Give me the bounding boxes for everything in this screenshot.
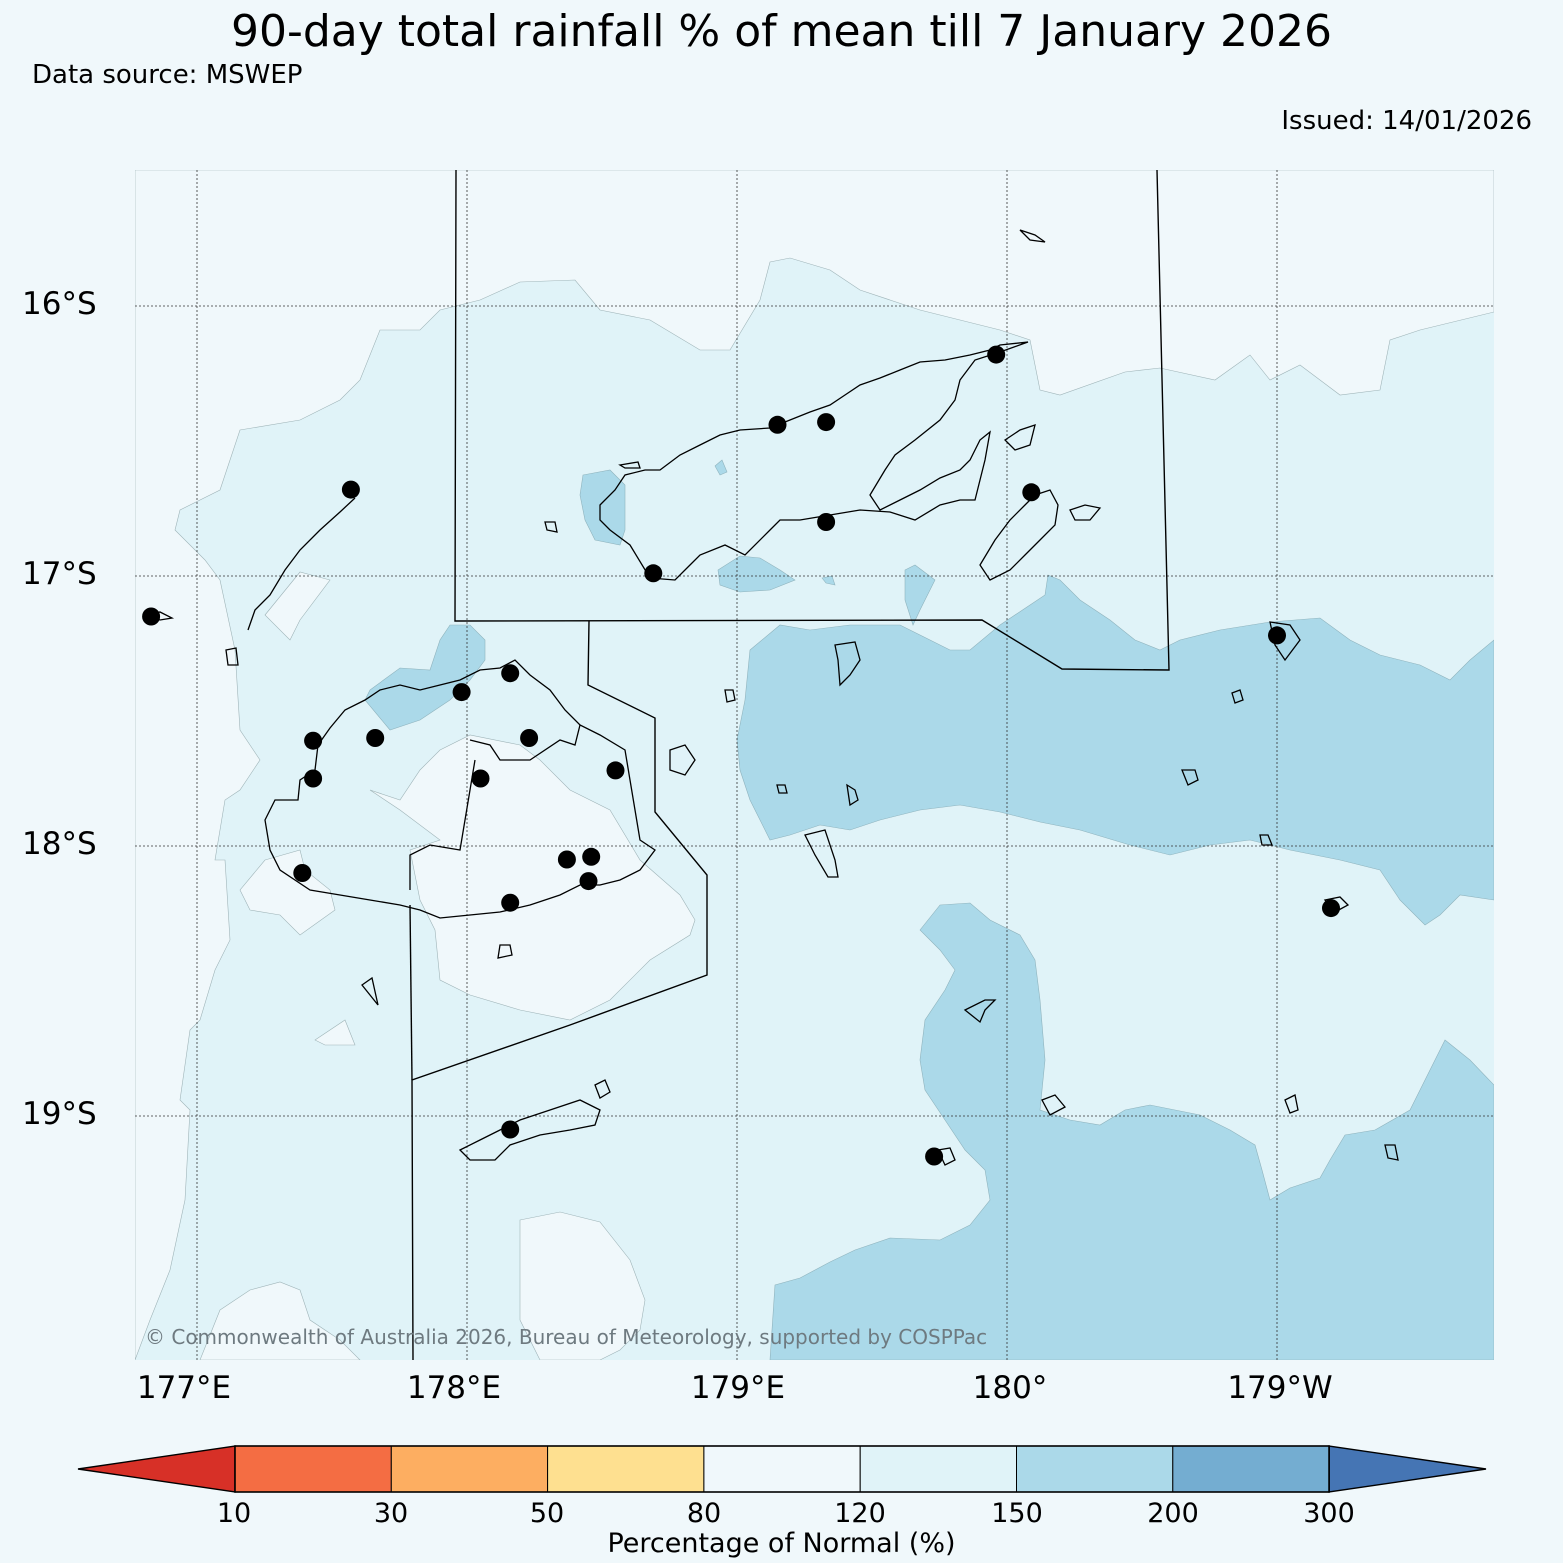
station-marker-6 xyxy=(452,683,471,702)
station-marker-20 xyxy=(987,345,1006,364)
lon-label-179w: 179°W xyxy=(1227,1370,1333,1406)
colorbar-tick-50: 50 xyxy=(529,1498,565,1529)
data-source-label: Data source: MSWEP xyxy=(32,60,303,90)
station-marker-12 xyxy=(582,847,601,866)
colorbar-tick-80: 80 xyxy=(686,1498,722,1529)
colorbar-tick-300: 300 xyxy=(1303,1498,1355,1529)
graticule xyxy=(135,170,1494,1360)
station-marker-4 xyxy=(293,864,312,882)
lon-label-177e: 177°E xyxy=(136,1370,232,1406)
colorbar-segment-7 xyxy=(1172,1445,1330,1493)
colorbar-segment-3 xyxy=(547,1445,705,1493)
station-markers xyxy=(142,345,1340,1166)
station-marker-0 xyxy=(142,607,161,626)
colorbar-tick-30: 30 xyxy=(373,1498,409,1529)
station-marker-8 xyxy=(520,729,539,747)
station-marker-5 xyxy=(366,729,385,747)
lat-label-19s: 19°S xyxy=(22,1096,97,1132)
station-marker-10 xyxy=(606,761,625,780)
station-marker-7 xyxy=(501,664,520,683)
station-marker-15 xyxy=(501,1120,520,1139)
station-marker-9 xyxy=(471,769,490,788)
colorbar-outline xyxy=(234,1445,1330,1493)
colorbar-tick-150: 150 xyxy=(991,1498,1043,1529)
station-marker-3 xyxy=(304,769,323,788)
map-title: 90-day total rainfall % of mean till 7 J… xyxy=(230,6,1333,57)
station-marker-21 xyxy=(1022,483,1041,502)
station-marker-23 xyxy=(1268,626,1286,645)
rainfall-band-80-120 xyxy=(135,170,1494,1360)
rainfall-band-150-200 xyxy=(364,459,1494,1360)
colorbar-title: Percentage of Normal (%) xyxy=(607,1528,956,1559)
station-marker-16 xyxy=(644,564,663,583)
colorbar-segment-6 xyxy=(1016,1445,1174,1493)
copyright-notice: © Commonwealth of Australia 2026, Bureau… xyxy=(145,1325,987,1349)
colorbar-extend-low xyxy=(77,1445,236,1493)
lat-label-16s: 16°S xyxy=(22,286,97,322)
station-marker-1 xyxy=(341,480,360,499)
station-marker-14 xyxy=(501,893,520,912)
colorbar-segment-2 xyxy=(390,1445,549,1493)
station-marker-11 xyxy=(557,850,576,869)
colorbar-tick-200: 200 xyxy=(1147,1498,1199,1529)
colorbar-segment-1 xyxy=(234,1445,392,1493)
station-marker-22 xyxy=(925,1147,944,1166)
colorbar-tick-120: 120 xyxy=(834,1498,886,1529)
lon-label-180: 180° xyxy=(972,1370,1048,1406)
lat-label-17s: 17°S xyxy=(22,556,97,592)
colorbar-tick-10: 10 xyxy=(216,1498,252,1529)
lat-label-18s: 18°S xyxy=(22,826,97,862)
lon-label-178e: 178°E xyxy=(406,1370,502,1406)
station-marker-18 xyxy=(817,413,836,432)
station-marker-13 xyxy=(579,872,598,891)
issued-date-label: Issued: 14/01/2026 xyxy=(1281,106,1532,136)
lon-label-179e: 179°E xyxy=(690,1370,786,1406)
colorbar xyxy=(77,1445,1487,1493)
colorbar-segment-5 xyxy=(859,1445,1018,1493)
colorbar-segment-4 xyxy=(703,1445,861,1493)
station-marker-17 xyxy=(768,415,787,434)
station-marker-2 xyxy=(304,731,323,750)
station-marker-24 xyxy=(1322,899,1340,918)
station-marker-19 xyxy=(817,513,836,531)
colorbar-extend-high xyxy=(1328,1445,1487,1493)
division-boundaries xyxy=(409,169,1170,1361)
